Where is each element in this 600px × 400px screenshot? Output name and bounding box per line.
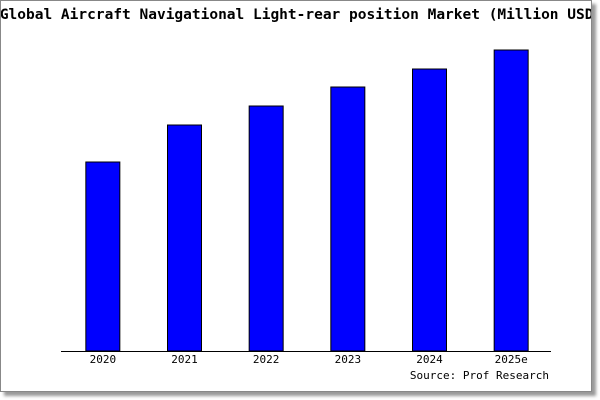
- chart-title: Global Aircraft Navigational Light-rear …: [1, 7, 591, 23]
- bar: [85, 161, 121, 352]
- source-note: Source: Prof Research: [410, 369, 549, 382]
- bar: [493, 49, 529, 352]
- bar: [330, 86, 366, 352]
- x-tick-label: 2022: [253, 353, 280, 366]
- bar: [412, 68, 447, 352]
- x-tick-label: 2021: [171, 353, 198, 366]
- chart: Global Aircraft Navigational Light-rear …: [1, 7, 591, 382]
- x-tick-label: 2024: [416, 353, 443, 366]
- chart-frame: Global Aircraft Navigational Light-rear …: [0, 0, 592, 392]
- x-tick-label: 2023: [335, 353, 362, 366]
- bar: [248, 105, 284, 352]
- bar: [167, 124, 202, 352]
- x-tick-label: 2020: [90, 353, 117, 366]
- x-tick-label: 2025e: [495, 353, 528, 366]
